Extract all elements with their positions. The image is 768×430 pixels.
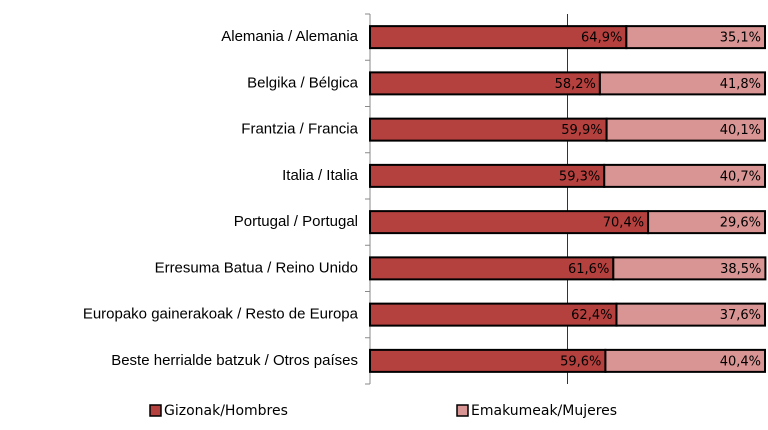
y-tick-label: Erresuma Batua / Reino Unido — [155, 259, 358, 276]
data-label: 40,7% — [720, 169, 761, 184]
bar-segment — [615, 302, 766, 327]
data-label: 40,4% — [720, 354, 761, 369]
y-tick-label: Italia / Italia — [282, 167, 359, 184]
y-tick-label: Belgika / Bélgica — [247, 74, 359, 91]
data-label: 35,1% — [720, 31, 761, 46]
data-label: 37,6% — [720, 308, 761, 323]
bar-segment — [625, 25, 766, 50]
legend-label: Emakumeak/Mujeres — [471, 403, 617, 419]
legend-swatch — [456, 404, 469, 417]
data-label: 29,6% — [720, 216, 761, 231]
bar-segment — [612, 256, 767, 281]
data-label: 62,4% — [571, 308, 612, 323]
y-tick-label: Frantzia / Francia — [241, 121, 358, 138]
data-label: 59,9% — [561, 123, 602, 138]
y-tick-label: Beste herrialde batzuk / Otros países — [111, 352, 358, 369]
data-label: 58,2% — [555, 77, 596, 92]
data-label: 59,6% — [560, 354, 601, 369]
data-label: 41,8% — [720, 77, 761, 92]
bar-segment — [603, 163, 766, 188]
y-tick-label: Alemania / Alemania — [221, 28, 358, 45]
data-label: 40,1% — [720, 123, 761, 138]
data-label: 61,6% — [568, 262, 609, 277]
data-label: 70,4% — [603, 216, 644, 231]
bar-segment — [605, 117, 766, 142]
data-label: 38,5% — [720, 262, 761, 277]
y-tick-label: Europako gainerakoak / Resto de Europa — [83, 306, 359, 323]
bar-segment — [604, 348, 766, 373]
y-tick-label: Portugal / Portugal — [234, 213, 358, 230]
legend-label: Gizonak/Hombres — [164, 403, 288, 419]
data-label: 64,9% — [581, 31, 622, 46]
data-label: 59,3% — [559, 169, 600, 184]
legend-swatch — [149, 404, 162, 417]
bar-segment — [598, 71, 767, 96]
bar-segment — [647, 210, 767, 235]
